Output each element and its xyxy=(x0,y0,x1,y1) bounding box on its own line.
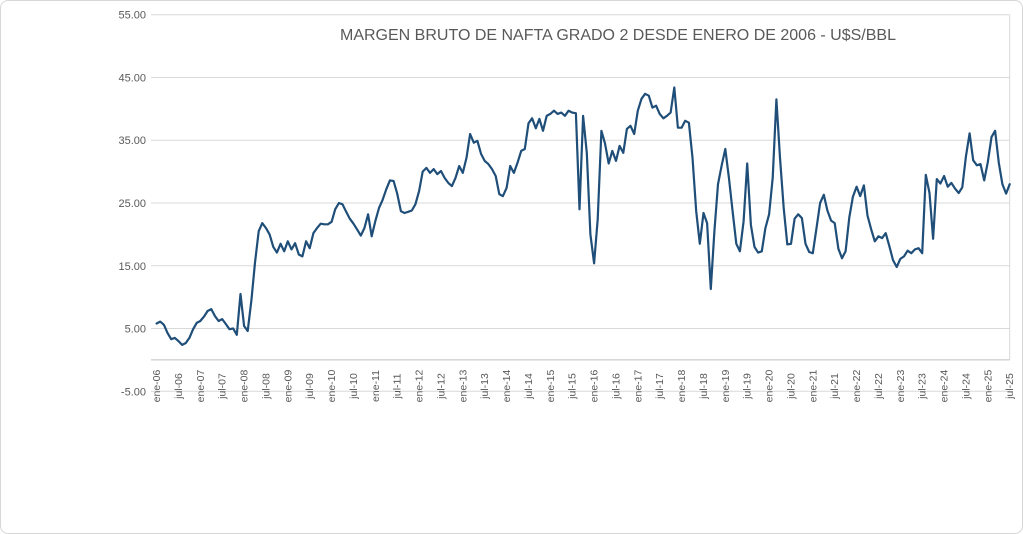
x-tick-label: ene-22 xyxy=(851,369,863,402)
x-tick-label: ene-20 xyxy=(764,369,776,402)
x-tick-label: jul-12 xyxy=(435,373,447,400)
x-axis-labels: ene-06 jul-06 ene-07 jul-07 ene-08 jul-08 ene-… xyxy=(151,369,1016,402)
axis-lines xyxy=(151,14,1011,361)
x-tick-label: ene-08 xyxy=(239,369,251,402)
x-tick-label: jul-14 xyxy=(523,373,535,400)
x-tick-label: jul-15 xyxy=(567,373,579,400)
x-tick-label: jul-21 xyxy=(829,373,841,400)
x-tick-label: ene-16 xyxy=(589,369,601,402)
y-tick-label: 35.00 xyxy=(118,135,146,147)
y-tick-label: 55.00 xyxy=(118,10,146,22)
x-tick-label: jul-25 xyxy=(1004,373,1016,400)
x-tick-label: jul-23 xyxy=(917,373,929,400)
x-tick-label: ene-09 xyxy=(282,369,294,402)
y-tick-label: 5.00 xyxy=(125,324,146,336)
x-tick-label: ene-21 xyxy=(807,369,819,402)
x-tick-label: ene-18 xyxy=(676,369,688,402)
x-tick-label: jul-09 xyxy=(304,373,316,400)
x-tick-label: jul-06 xyxy=(173,373,185,400)
x-tick-label: jul-19 xyxy=(742,373,754,400)
x-tick-label: jul-16 xyxy=(610,373,622,400)
x-tick-label: ene-15 xyxy=(545,369,557,402)
y-tick-label: -5.00 xyxy=(121,386,146,398)
x-tick-label: ene-10 xyxy=(326,369,338,402)
x-tick-label: ene-23 xyxy=(895,369,907,402)
gridlines xyxy=(151,14,1010,392)
x-tick-label: ene-25 xyxy=(982,369,994,402)
data-series xyxy=(155,86,1011,346)
x-tick-label: ene-24 xyxy=(939,369,951,402)
chart-title: MARGEN BRUTO DE NAFTA GRADO 2 DESDE ENER… xyxy=(340,27,896,44)
x-tick-label: jul-22 xyxy=(873,373,885,400)
y-tick-label: 25.00 xyxy=(118,198,146,210)
y-tick-label: 45.00 xyxy=(118,72,146,84)
x-tick-label: jul-24 xyxy=(960,373,972,400)
x-tick-label: ene-14 xyxy=(501,369,513,402)
y-tick-label: 15.00 xyxy=(118,261,146,273)
x-tick-label: jul-10 xyxy=(348,373,360,400)
x-tick-label: jul-13 xyxy=(479,373,491,400)
x-tick-label: jul-20 xyxy=(785,373,797,400)
x-tick-label: ene-19 xyxy=(720,369,732,402)
y-axis-labels: 55.00 45.00 35.00 25.00 15.00 5.00 -5.00 xyxy=(118,10,146,399)
margin-series-line xyxy=(155,86,1011,346)
x-tick-label: ene-13 xyxy=(457,369,469,402)
x-tick-label: jul-11 xyxy=(392,373,404,399)
x-tick-label: jul-18 xyxy=(698,373,710,400)
x-tick-label: jul-08 xyxy=(260,373,272,400)
x-tick-label: ene-17 xyxy=(632,369,644,402)
x-tick-label: jul-07 xyxy=(217,373,229,400)
x-tick-label: ene-11 xyxy=(370,370,382,402)
x-tick-label: ene-07 xyxy=(195,369,207,402)
x-tick-label: ene-12 xyxy=(414,369,426,402)
x-tick-label: jul-17 xyxy=(654,373,666,400)
x-tick-label: ene-06 xyxy=(151,369,163,402)
